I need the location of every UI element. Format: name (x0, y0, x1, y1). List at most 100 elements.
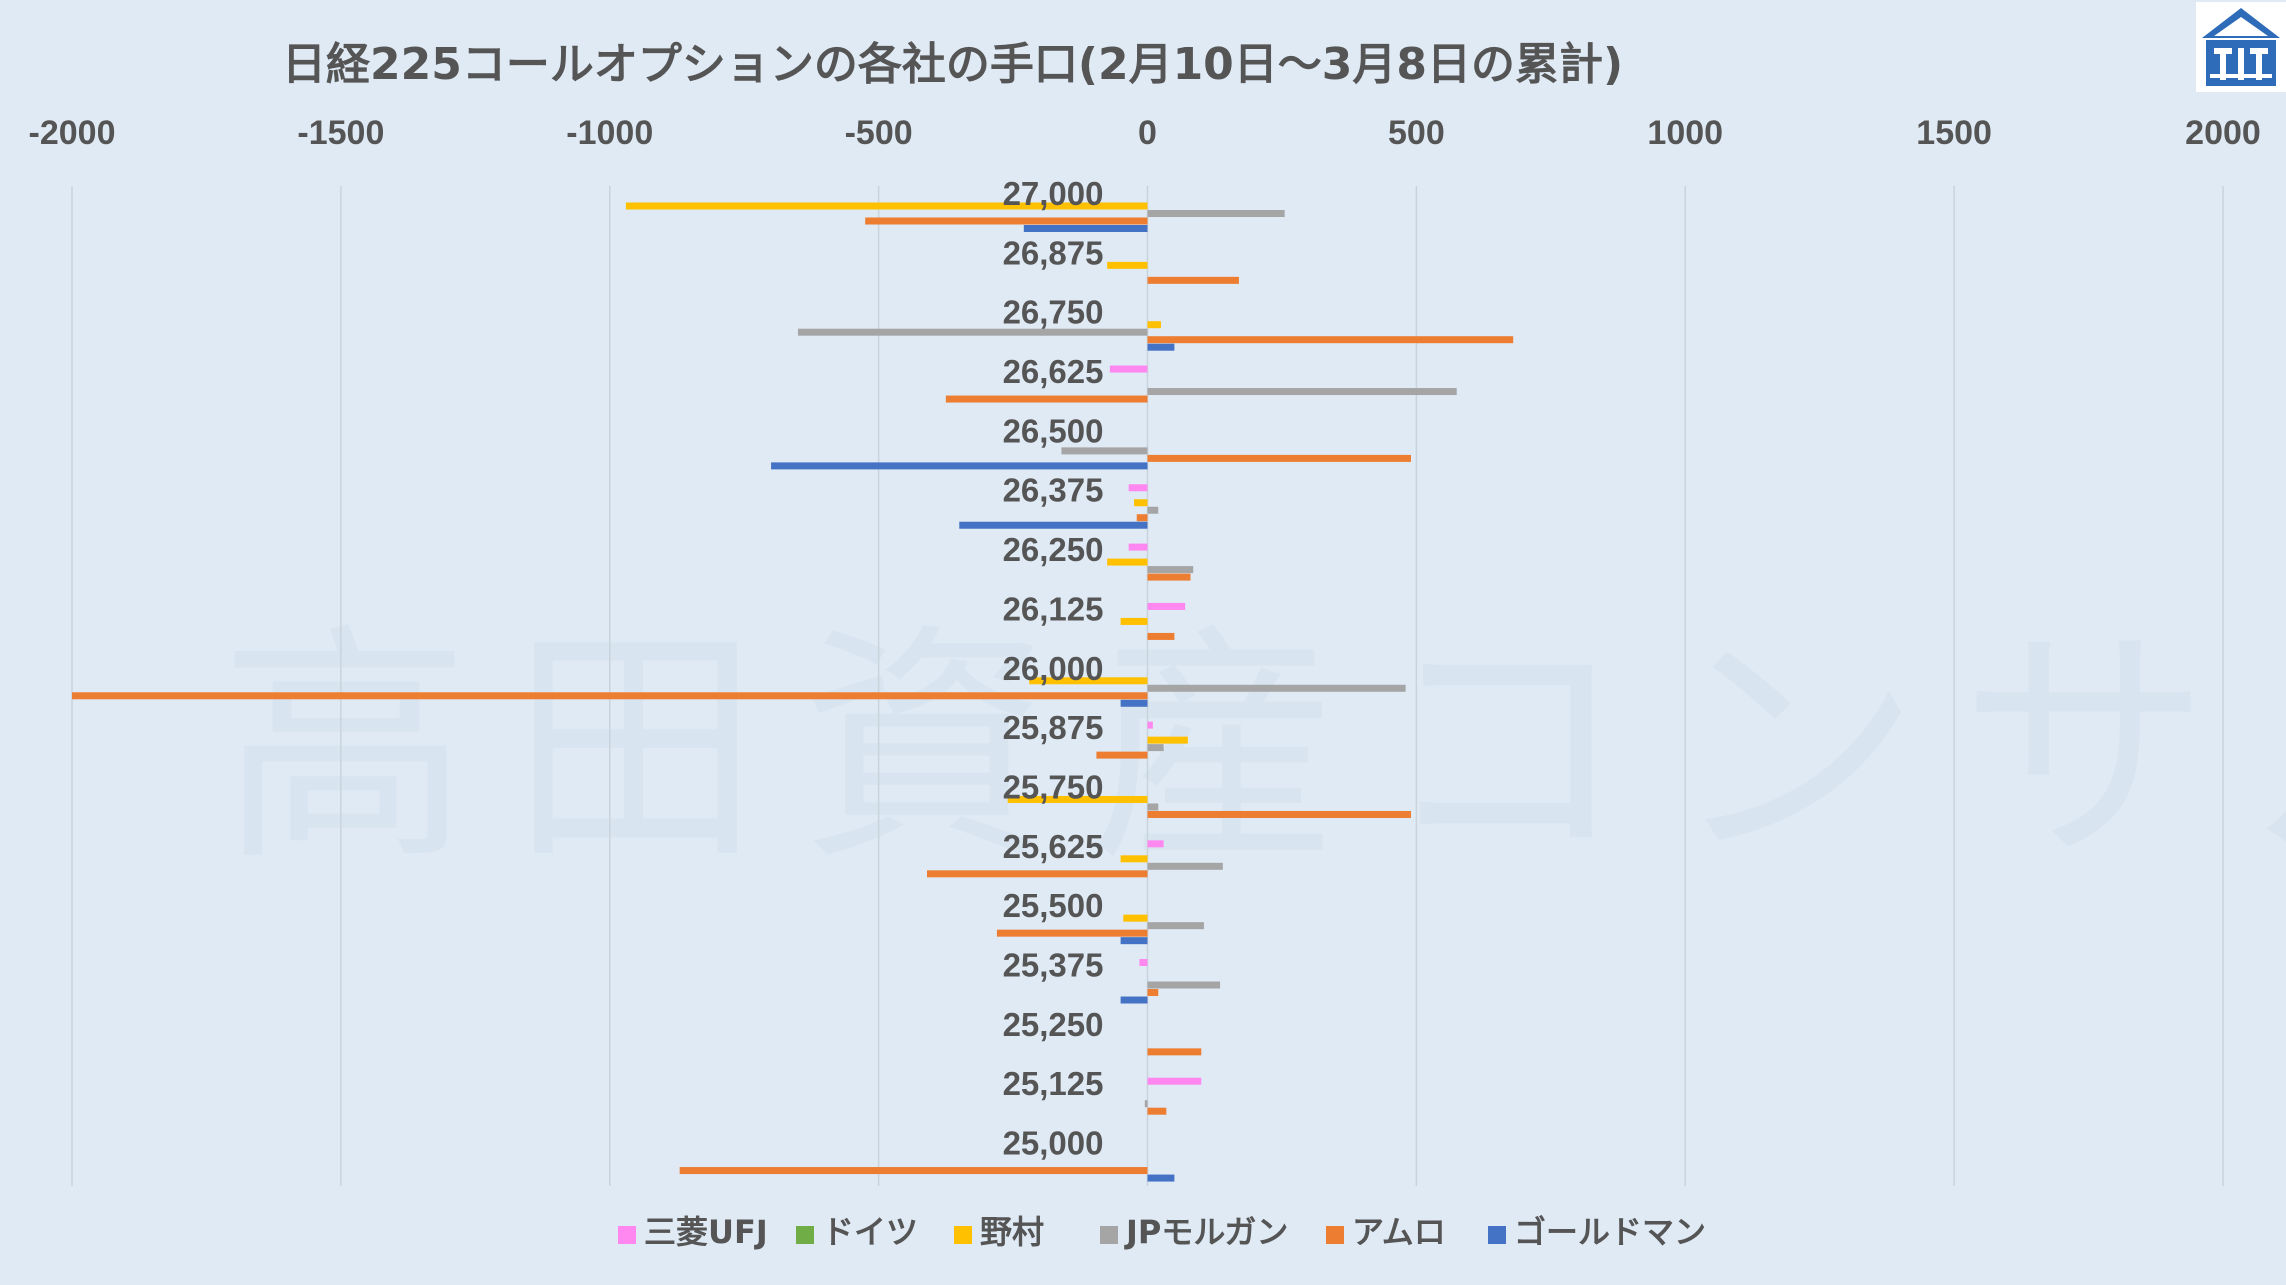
bar (1147, 1077, 1202, 1085)
category-label: 26,875 (1003, 234, 1104, 271)
x-tick-label: 0 (1138, 114, 1157, 152)
legend-label: ゴールドマン (1514, 1213, 1706, 1251)
bar (1147, 744, 1164, 752)
bar (1147, 803, 1159, 811)
gridlines (71, 186, 2224, 1186)
bar (1147, 1107, 1167, 1115)
x-tick-label: 1000 (1647, 114, 1723, 152)
bar (1147, 602, 1186, 610)
x-tick-label: 1500 (1916, 114, 1992, 152)
bar (1120, 699, 1148, 707)
legend-swatch (796, 1226, 814, 1244)
bar (1147, 276, 1239, 284)
category-label: 25,750 (1003, 768, 1104, 805)
legend-label: JPモルガン (1124, 1213, 1288, 1251)
category-label: 26,625 (1003, 353, 1104, 390)
chart-title: 日経225コールオプションの各社の手口(2月10日～3月8日の累計) (282, 39, 1624, 90)
bar (1147, 840, 1164, 848)
bar (679, 1167, 1148, 1175)
bar (1147, 810, 1411, 818)
bar (1144, 1100, 1148, 1108)
bar (1147, 981, 1221, 989)
bar (1120, 617, 1148, 625)
bar (1120, 937, 1148, 945)
bar (1147, 343, 1175, 351)
bar (1147, 388, 1457, 396)
bar (1128, 543, 1148, 551)
bar (1147, 321, 1161, 329)
bar (1147, 862, 1223, 870)
bar (1147, 336, 1514, 344)
bar (1139, 959, 1148, 967)
bar (1120, 855, 1148, 863)
bar (1147, 573, 1191, 581)
x-tick-label: -1500 (297, 114, 384, 152)
bar (1147, 506, 1159, 514)
bar (1109, 365, 1148, 373)
bar (1107, 261, 1148, 269)
category-label: 25,500 (1003, 887, 1104, 924)
bar (1147, 454, 1411, 462)
category-label: 26,000 (1003, 650, 1104, 687)
category-label: 26,125 (1003, 590, 1104, 627)
bar (959, 521, 1148, 529)
legend-swatch (618, 1226, 636, 1244)
bar (927, 870, 1148, 878)
chart-legend: 三菱UFJ ドイツ 野村 JPモルガン アムロ ゴールドマン (618, 1213, 1706, 1251)
bar (1107, 558, 1148, 566)
category-label: 26,375 (1003, 472, 1104, 509)
category-label: 25,375 (1003, 947, 1104, 984)
legend-label: 野村 (980, 1213, 1044, 1251)
legend-label: アムロ (1352, 1213, 1446, 1251)
category-label: 26,500 (1003, 412, 1104, 449)
bar (865, 217, 1148, 225)
legend-swatch (1326, 1226, 1344, 1244)
logo-icon (2202, 8, 2280, 86)
bar (1147, 1174, 1175, 1182)
category-label: 25,000 (1003, 1125, 1104, 1162)
bar (625, 202, 1148, 210)
x-tick-label: 2000 (2185, 114, 2261, 152)
legend-label: ドイツ (822, 1213, 918, 1251)
category-label: 26,250 (1003, 531, 1104, 568)
bar (1147, 989, 1159, 997)
x-tick-label: -2000 (29, 114, 116, 152)
category-label: 26,750 (1003, 294, 1104, 331)
category-label: 25,250 (1003, 1006, 1104, 1043)
category-label: 25,875 (1003, 709, 1104, 746)
bar (1147, 566, 1194, 574)
watermark-text: 高田資産コンサル (220, 603, 2286, 894)
bar (771, 462, 1148, 470)
category-label: 25,625 (1003, 828, 1104, 865)
bar (1061, 447, 1148, 455)
bar (1134, 499, 1148, 507)
bar (797, 328, 1148, 336)
bar (996, 929, 1148, 937)
bar (1136, 514, 1148, 522)
category-label: 27,000 (1003, 175, 1104, 212)
bar (1007, 795, 1148, 803)
legend-swatch (954, 1226, 972, 1244)
bar (1023, 225, 1148, 232)
company-logo (2196, 2, 2286, 92)
category-label: 25,125 (1003, 1065, 1104, 1102)
x-tick-labels: -2000 -1500 -1000 -500 0 500 1000 1500 2000 (29, 114, 2261, 152)
x-tick-label: 500 (1388, 114, 1445, 152)
legend-swatch (1488, 1226, 1506, 1244)
bar (1128, 484, 1148, 492)
legend-swatch (1100, 1226, 1118, 1244)
bar (1147, 684, 1406, 692)
bar (1096, 751, 1148, 759)
bar (945, 395, 1148, 403)
bar-series (72, 202, 1514, 1182)
bar (1123, 914, 1148, 922)
bar (1147, 632, 1175, 640)
bar (1147, 721, 1153, 729)
bar (72, 692, 1148, 700)
bar (1147, 736, 1188, 744)
category-labels: 27,000 26,875 26,750 26,625 26,500 26,375 26,2… (1003, 175, 1104, 1162)
x-tick-label: -1000 (566, 114, 653, 152)
bar (1147, 1048, 1202, 1056)
